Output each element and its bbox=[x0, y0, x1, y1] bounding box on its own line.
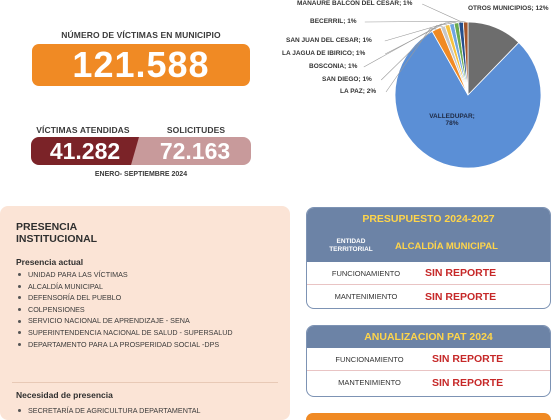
presence-title: PRESENCIA INSTITUCIONAL bbox=[16, 221, 97, 245]
list-item-label: SUPERINTENDENCIA NACIONAL DE SALUD - SUP… bbox=[28, 327, 233, 337]
budget-row-value: SIN REPORTE bbox=[425, 267, 497, 279]
list-item: DEFENSORÍA DEL PUEBLO bbox=[18, 292, 283, 304]
pie-slice-label: SAN JUAN DEL CESAR; 1% bbox=[286, 37, 372, 44]
pie-slice-label: BECERRIL; 1% bbox=[310, 18, 357, 25]
presence-panel: PRESENCIA INSTITUCIONAL Presencia actual… bbox=[0, 206, 290, 420]
list-item-label: SERVICIO NACIONAL DE APRENDIZAJE - SENA bbox=[28, 316, 190, 326]
budget-row-mantenimiento: MANTENIMIENTO SIN REPORTE bbox=[307, 285, 550, 308]
budget-entity-row: ENTIDAD TERRITORIAL ALCALDÍA MUNICIPAL bbox=[307, 230, 550, 262]
pie-chart: VALLEDUPAR; 78% LA PAZ; 2% SAN DIEGO; 1% BOS… bbox=[270, 0, 560, 200]
budget-row-label: FUNCIONAMIENTO bbox=[331, 268, 401, 278]
pie-slice-label: LA JAGUA DE IBIRICO; 1% bbox=[282, 50, 366, 57]
list-item-label: ALCALDÍA MUNICIPAL bbox=[28, 281, 103, 291]
list-item-label: DEPARTAMENTO PARA LA PROSPERIDAD SOCIAL … bbox=[28, 339, 220, 349]
pie-leader-line bbox=[380, 25, 443, 81]
pie-slice bbox=[462, 21, 469, 96]
pie-leader-line bbox=[422, 3, 466, 23]
requests-processed-value: 72.163 bbox=[139, 137, 251, 165]
next-card-edge bbox=[306, 413, 551, 420]
pat-row-label: MANTENIMIENTO bbox=[338, 378, 401, 387]
list-item: UNIDAD PARA LAS VÍCTIMAS bbox=[18, 269, 283, 281]
victims-attended-caption: VÍCTIMAS ATENDIDAS bbox=[36, 125, 130, 135]
victims-total-value: 121.588 bbox=[32, 44, 250, 86]
list-item: COLPENSIONES bbox=[18, 304, 283, 316]
bullet-icon bbox=[18, 331, 21, 335]
budget-row-value: SIN REPORTE bbox=[425, 290, 497, 303]
pie-slice-label: OTROS MUNICIPIOS; 12% bbox=[468, 5, 549, 12]
bullet-icon bbox=[18, 342, 21, 346]
list-item: SUPERINTENDENCIA NACIONAL DE SALUD - SUP… bbox=[18, 327, 283, 339]
presence-title-line2: INSTITUCIONAL bbox=[16, 233, 98, 245]
current-presence-list: UNIDAD PARA LAS VÍCTIMAS ALCALDÍA MUNICIP… bbox=[18, 269, 283, 350]
list-item-label: COLPENSIONES bbox=[28, 304, 85, 314]
pie-slice-label: MANAURE BALCON DEL CESAR; 1% bbox=[297, 0, 413, 7]
list-item-label: SECRETARÍA DE AGRICULTURA DEPARTAMENTAL bbox=[28, 406, 201, 415]
bullet-icon bbox=[18, 296, 21, 300]
bullet-icon bbox=[18, 308, 21, 312]
bullet-icon bbox=[18, 409, 21, 413]
needed-presence-title: Necesidad de presencia bbox=[16, 390, 113, 400]
list-item: SECRETARÍA DE AGRICULTURA DEPARTAMENTAL bbox=[18, 405, 283, 417]
bullet-icon bbox=[18, 284, 21, 288]
pat-row-funcionamiento: FUNCIONAMIENTO SIN REPORTE bbox=[307, 348, 550, 371]
list-item: ALCALDÍA MUNICIPAL bbox=[18, 281, 283, 293]
pie-slice-label: SAN DIEGO; 1% bbox=[322, 76, 372, 83]
list-item-label: DEFENSORÍA DEL PUEBLO bbox=[28, 293, 122, 303]
list-item-label: UNIDAD PARA LAS VÍCTIMAS bbox=[28, 270, 128, 279]
victims-attended-value: 41.282 bbox=[31, 137, 139, 165]
pat-header: ANUALIZACION PAT 2024 bbox=[307, 326, 550, 348]
pat-row-value: SIN REPORTE bbox=[432, 353, 504, 365]
budget-entity-label: ENTIDAD TERRITORIAL bbox=[329, 238, 373, 253]
bullet-icon bbox=[18, 273, 21, 277]
list-item: DEPARTAMENTO PARA LA PROSPERIDAD SOCIAL … bbox=[18, 339, 283, 351]
pill-divider bbox=[131, 137, 147, 165]
pat-card: ANUALIZACION PAT 2024 FUNCIONAMIENTO SIN… bbox=[306, 325, 551, 397]
presence-title-line1: PRESENCIA bbox=[16, 221, 78, 233]
pie-slice-label: VALLEDUPAR; 78% bbox=[429, 113, 475, 127]
pat-row-value: SIN REPORTE bbox=[432, 376, 504, 389]
period-caption: ENERO- SEPTIEMBRE 2024 bbox=[94, 171, 188, 178]
pie-slice bbox=[394, 30, 542, 169]
pie-leader-line bbox=[384, 21, 457, 42]
current-presence-title: Presencia actual bbox=[16, 257, 84, 267]
pat-row-label: FUNCIONAMIENTO bbox=[335, 354, 404, 364]
pie-leader-line bbox=[363, 23, 448, 68]
victims-total-caption: NÚMERO DE VÍCTIMAS EN MUNICIPIO bbox=[61, 30, 221, 40]
budget-card: PRESUPUESTO 2024-2027 ENTIDAD TERRITORIA… bbox=[306, 207, 551, 309]
pie-leader-line bbox=[385, 22, 452, 55]
pie-slice-label: LA PAZ; 2% bbox=[340, 88, 377, 95]
needed-presence-list: SECRETARÍA DE AGRICULTURA DEPARTAMENTAL bbox=[18, 405, 283, 417]
list-item: SERVICIO NACIONAL DE APRENDIZAJE - SENA bbox=[18, 315, 283, 327]
budget-entity-value: ALCALDÍA MUNICIPAL bbox=[395, 240, 498, 252]
bullet-icon bbox=[18, 319, 21, 323]
pat-row-mantenimiento: MANTENIMIENTO SIN REPORTE bbox=[307, 371, 550, 394]
victims-summary: NÚMERO DE VÍCTIMAS EN MUNICIPIO 121.588 … bbox=[28, 26, 254, 186]
presence-divider bbox=[12, 382, 278, 383]
pie-slice-label: BOSCONIA; 1% bbox=[309, 63, 358, 70]
budget-row-funcionamiento: FUNCIONAMIENTO SIN REPORTE bbox=[307, 262, 550, 285]
pie-chart-svg bbox=[363, 3, 542, 169]
budget-row-label: MANTENIMIENTO bbox=[334, 292, 398, 301]
pie-leader-line bbox=[364, 21, 462, 23]
budget-header: PRESUPUESTO 2024-2027 bbox=[307, 208, 550, 230]
